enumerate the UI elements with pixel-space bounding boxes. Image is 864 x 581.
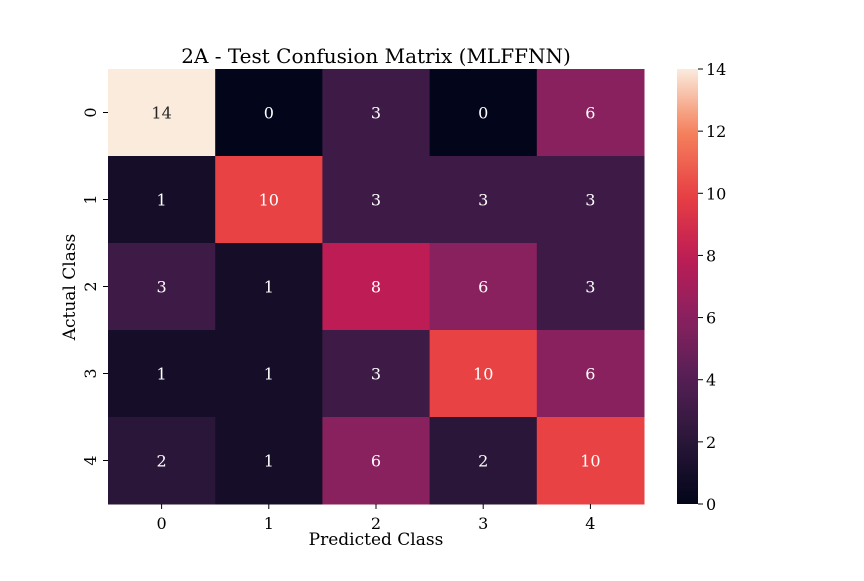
cell-value-label: 6 xyxy=(585,104,595,123)
colorbar-tick-label: 12 xyxy=(706,122,726,141)
heatmap-cell xyxy=(108,69,216,157)
cell-value-label: 2 xyxy=(478,452,488,471)
heatmap-cell xyxy=(429,330,538,418)
x-tick-label: 2 xyxy=(371,514,381,533)
heatmap-cell xyxy=(215,243,323,331)
cell-value-label: 0 xyxy=(478,104,488,123)
y-axis-ticks: 0 1 2 3 4 xyxy=(81,107,108,466)
cell-value-label: 3 xyxy=(371,191,381,210)
cell-value-label: 6 xyxy=(478,278,488,297)
colorbar-tick-label: 8 xyxy=(706,246,716,265)
y-axis-label: Actual Class xyxy=(60,234,80,342)
heatmap-cell xyxy=(536,330,645,418)
heatmap-cell xyxy=(536,417,645,505)
colorbar-gradient xyxy=(677,69,698,504)
heatmap-cell xyxy=(536,243,645,331)
cell-annotations: 14 0 3 0 6 1 10 3 3 3 3 1 8 6 3 1 1 3 10 6 2 1 6 2 10 xyxy=(151,104,600,471)
cell-value-label: 1 xyxy=(264,365,274,384)
colorbar-tick-label: 10 xyxy=(706,184,726,203)
heatmap-cell xyxy=(108,417,216,505)
y-tick-label: 3 xyxy=(81,368,100,378)
heatmap-cell xyxy=(429,243,538,331)
cell-value-label: 3 xyxy=(371,365,381,384)
colorbar: 0 2 4 6 8 10 12 14 xyxy=(677,60,726,514)
heatmap-cell xyxy=(215,330,323,418)
cell-value-label: 8 xyxy=(371,278,381,297)
colorbar-tick-label: 14 xyxy=(706,60,726,79)
cell-value-label: 3 xyxy=(371,104,381,123)
cell-value-label: 10 xyxy=(580,452,600,471)
cell-value-label: 1 xyxy=(264,452,274,471)
cell-value-label: 3 xyxy=(585,191,595,210)
cell-value-label: 6 xyxy=(371,452,381,471)
y-tick-label: 2 xyxy=(81,281,100,291)
heatmap-cell xyxy=(322,330,431,418)
heatmap-cell xyxy=(215,69,323,157)
cell-value-label: 0 xyxy=(264,104,274,123)
heatmap-cell xyxy=(322,156,431,244)
colorbar-tick-label: 2 xyxy=(706,433,716,452)
cell-value-label: 3 xyxy=(157,278,167,297)
heatmap-cell xyxy=(108,243,216,331)
heatmap-cell xyxy=(429,417,538,505)
cell-value-label: 3 xyxy=(478,191,488,210)
colorbar-tick-label: 4 xyxy=(706,371,716,390)
x-tick-label: 0 xyxy=(157,514,167,533)
x-axis-label: Predicted Class xyxy=(309,530,444,550)
heatmap-cells xyxy=(108,69,645,505)
y-tick-label: 1 xyxy=(81,194,100,204)
cell-value-label: 14 xyxy=(151,104,171,123)
heatmap-cell xyxy=(322,69,431,157)
heatmap-cell xyxy=(429,69,538,157)
heatmap-cell xyxy=(215,417,323,505)
heatmap-cell xyxy=(536,156,645,244)
heatmap-cell xyxy=(108,330,216,418)
y-tick-label: 0 xyxy=(81,107,100,117)
colorbar-tick-label: 0 xyxy=(706,495,716,514)
heatmap-cell xyxy=(429,156,538,244)
y-tick-label: 4 xyxy=(81,455,100,465)
heatmap-cell xyxy=(322,417,431,505)
heatmap-cell xyxy=(536,69,645,157)
x-tick-label: 1 xyxy=(264,514,274,533)
heatmap-cell xyxy=(108,156,216,244)
cell-value-label: 1 xyxy=(157,191,167,210)
cell-value-label: 2 xyxy=(157,452,167,471)
cell-value-label: 1 xyxy=(157,365,167,384)
x-axis-ticks: 0 1 2 3 4 xyxy=(157,504,595,533)
cell-value-label: 6 xyxy=(585,365,595,384)
x-tick-label: 3 xyxy=(478,514,488,533)
cell-value-label: 10 xyxy=(473,365,493,384)
cell-value-label: 10 xyxy=(259,191,279,210)
cell-value-label: 1 xyxy=(264,278,274,297)
heatmap-cell xyxy=(215,156,323,244)
x-tick-label: 4 xyxy=(585,514,595,533)
cell-value-label: 3 xyxy=(585,278,595,297)
chart-title: 2A - Test Confusion Matrix (MLFFNN) xyxy=(181,44,571,68)
heatmap-cell xyxy=(322,243,431,331)
colorbar-tick-label: 6 xyxy=(706,309,716,328)
